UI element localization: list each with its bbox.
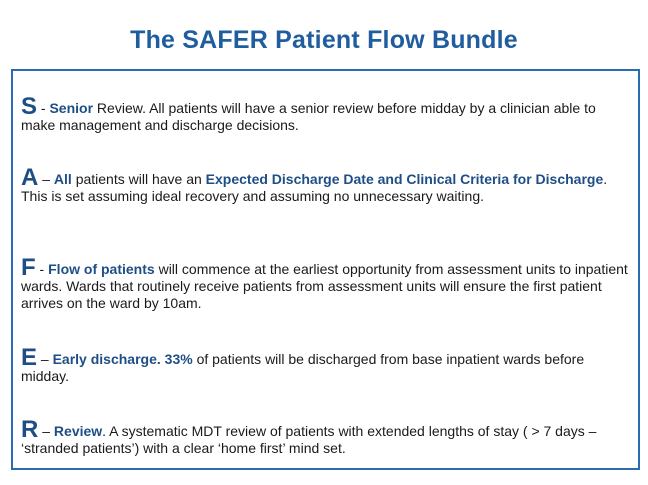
item-letter: R bbox=[21, 416, 39, 443]
item-highlight: Expected Discharge Date and Clinical Cri… bbox=[205, 171, 604, 187]
item-highlight: Review bbox=[53, 423, 103, 439]
item-highlight: All bbox=[53, 171, 72, 187]
item-flow-of-patients: F - Flow of patients will commence at th… bbox=[21, 256, 633, 312]
item-highlight: Flow of patients bbox=[48, 261, 155, 277]
item-letter: F bbox=[21, 254, 36, 281]
page-title: The SAFER Patient Flow Bundle bbox=[130, 26, 518, 54]
item-text: . This is set assuming ideal recovery an… bbox=[21, 171, 608, 204]
item-text: - bbox=[37, 100, 50, 116]
item-text: of patients will be discharged from base… bbox=[21, 351, 585, 384]
item-text: patients will have an bbox=[71, 171, 206, 187]
item-highlight: 33% bbox=[164, 351, 193, 367]
item-text: – bbox=[38, 423, 54, 439]
item-text: . A systematic MDT review of patients wi… bbox=[21, 423, 597, 456]
item-early-discharge: E – Early discharge. 33% of patients wil… bbox=[21, 346, 633, 385]
content-box: S - Senior Review. All patients will hav… bbox=[11, 69, 640, 470]
item-all-patients: A – All patients will have an Expected D… bbox=[21, 166, 633, 205]
item-highlight: Senior bbox=[49, 100, 94, 116]
item-text: – bbox=[38, 171, 54, 187]
item-senior-review: S - Senior Review. All patients will hav… bbox=[21, 95, 633, 134]
item-letter: A bbox=[21, 164, 39, 191]
item-text: will commence at the earliest opportunit… bbox=[21, 261, 628, 311]
item-highlight: Early discharge. bbox=[52, 351, 161, 367]
item-text: Review. All patients will have a senior … bbox=[21, 100, 596, 133]
item-letter: E bbox=[21, 344, 38, 371]
item-text: - bbox=[35, 261, 49, 277]
item-review: R – Review. A systematic MDT review of p… bbox=[21, 418, 633, 457]
item-letter: S bbox=[21, 93, 38, 120]
item-text: – bbox=[37, 351, 53, 367]
